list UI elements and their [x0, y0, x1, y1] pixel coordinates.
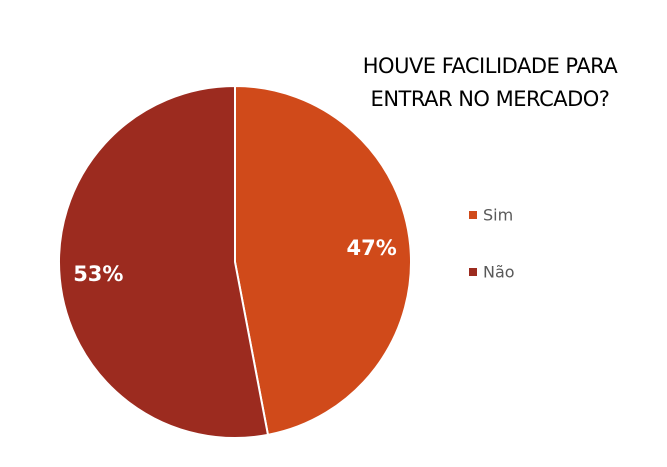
pie-slice	[58, 84, 270, 439]
value-label: 53%	[73, 262, 123, 286]
legend-swatch	[469, 268, 477, 276]
legend-label: Sim	[483, 206, 513, 225]
legend-swatch	[469, 211, 477, 219]
value-label: 47%	[347, 236, 397, 260]
chart-title: HOUVE FACILIDADE PARA ENTRAR NO MERCADO?	[362, 54, 618, 111]
legend-label: Não	[483, 263, 515, 282]
pie-slice	[234, 84, 412, 437]
